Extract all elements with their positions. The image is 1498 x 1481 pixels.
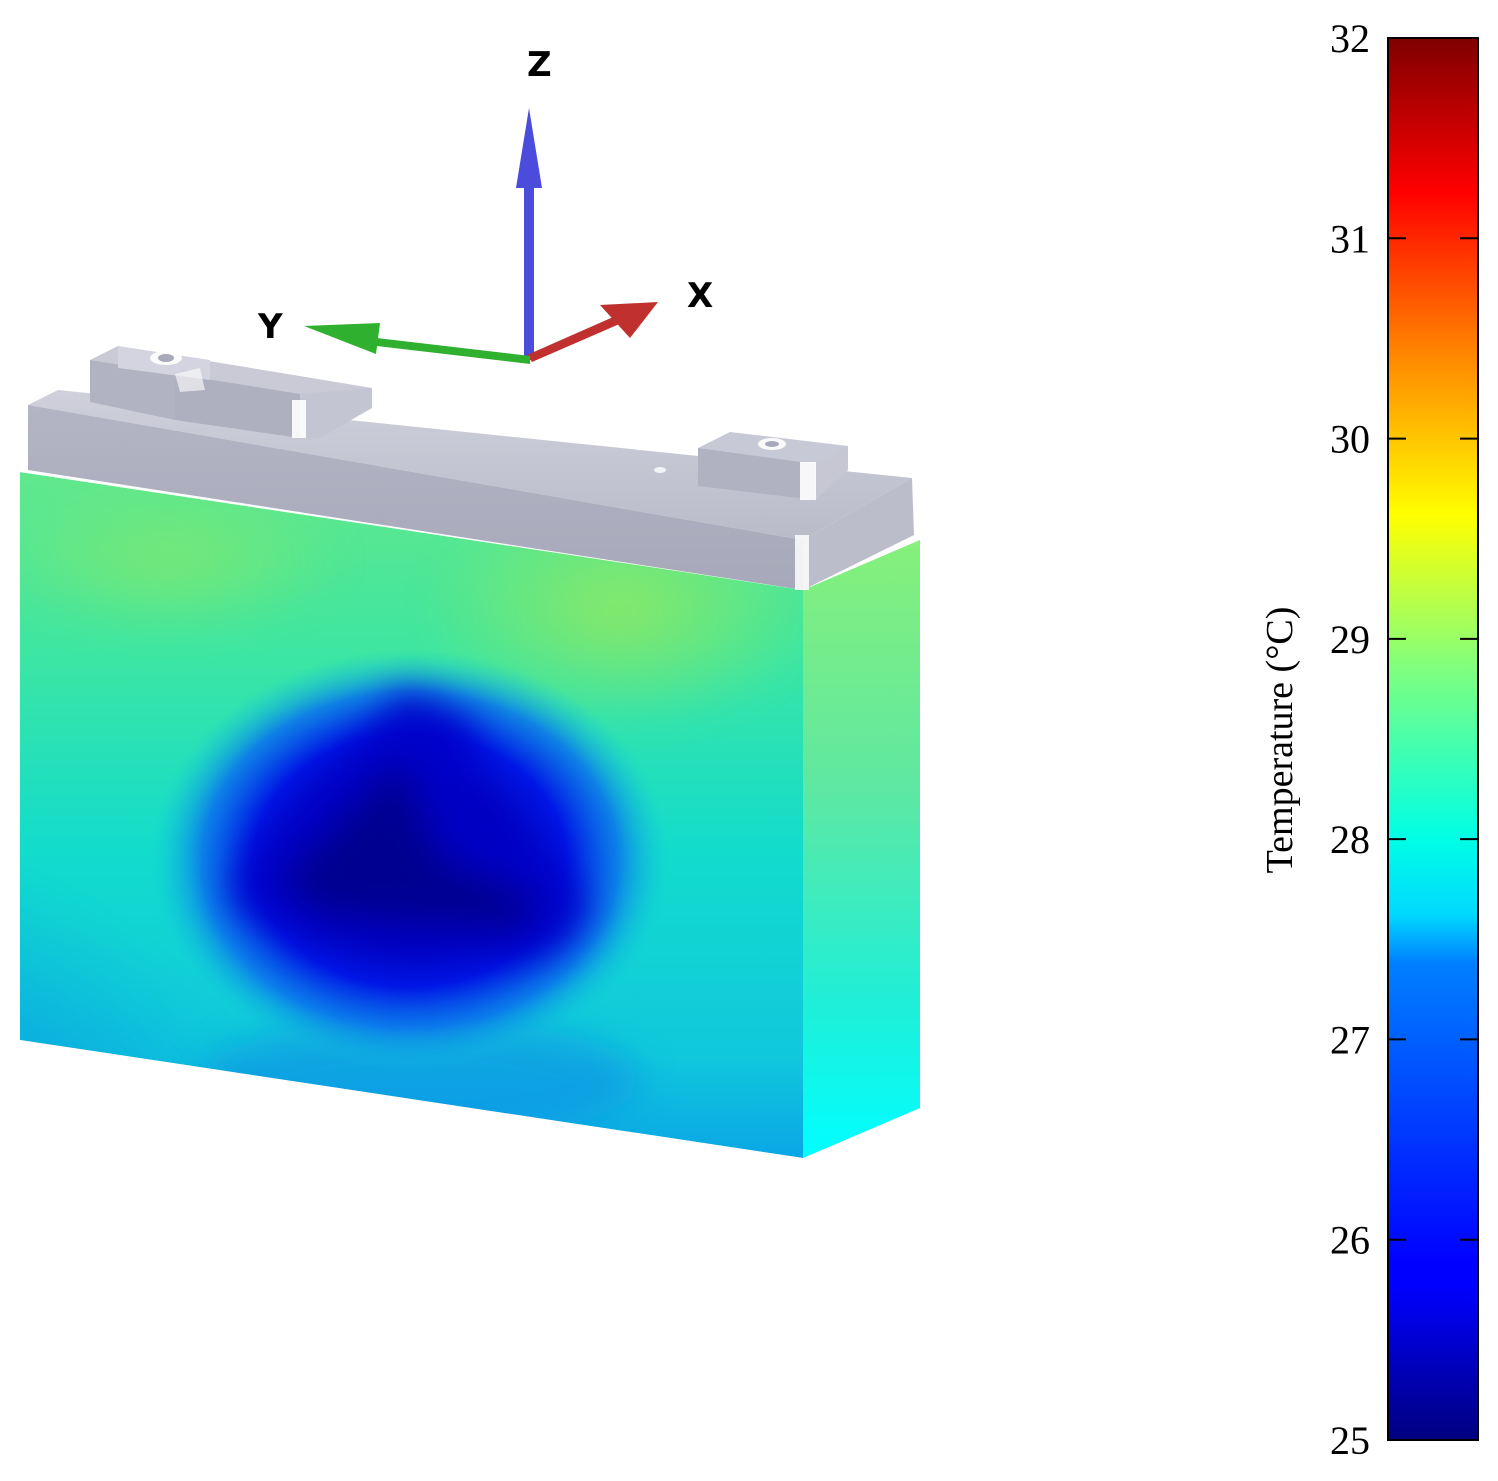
z-axis-arrow: [516, 108, 542, 360]
colorbar-tick-label: 26: [1330, 1218, 1370, 1263]
battery-front-face: [20, 472, 803, 1158]
right-terminal: [654, 432, 848, 500]
x-axis-arrow: [527, 302, 658, 362]
battery-cell: [20, 346, 920, 1158]
battery-lid-side: [803, 478, 914, 590]
coordinate-triad: Z X Y: [257, 45, 713, 364]
x-axis-label: X: [687, 276, 713, 316]
battery-lid-front: [28, 405, 803, 590]
temperature-colorbar: 25 26 27 28 29 30 31 32 Temperature (°C): [1259, 16, 1479, 1463]
left-terminal: [90, 346, 372, 438]
cold-spot-contour: [150, 650, 670, 1070]
colorbar-tick-label: 25: [1330, 1418, 1370, 1463]
colorbar-tick-label: 30: [1330, 417, 1370, 462]
colorbar-tick-label: 27: [1330, 1017, 1370, 1062]
z-axis-label: Z: [527, 45, 552, 85]
colorbar-tick-label: 32: [1330, 16, 1370, 61]
battery-side-face: [803, 540, 920, 1158]
colorbar-tick-label: 29: [1330, 617, 1370, 662]
colorbar-title: Temperature (°C): [1259, 607, 1301, 874]
y-axis-arrow: [304, 323, 530, 364]
colorbar-tick-label: 28: [1330, 817, 1370, 862]
colorbar-gradient: [1387, 37, 1479, 1441]
colorbar-tick-label: 31: [1330, 216, 1370, 261]
colorbar-ticks: 25 26 27 28 29 30 31 32: [1330, 16, 1478, 1463]
y-axis-label: Y: [257, 307, 283, 347]
